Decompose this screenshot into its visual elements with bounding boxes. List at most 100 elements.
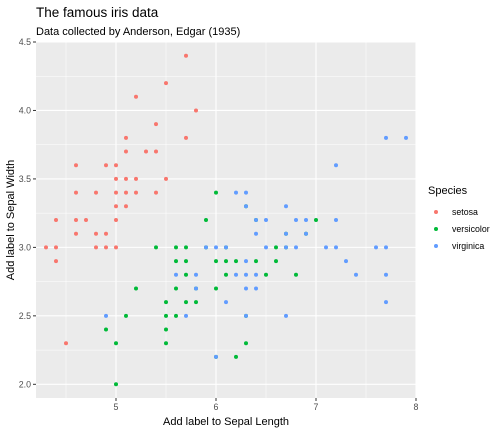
data-point-virginica [344,259,348,263]
data-point-versicolor [114,341,118,345]
data-point-virginica [234,273,238,277]
data-point-virginica [194,273,198,277]
data-point-versicolor [194,300,198,304]
data-point-versicolor [294,273,298,277]
data-point-setosa [184,54,188,58]
data-point-virginica [304,232,308,236]
data-point-virginica [184,314,188,318]
data-point-setosa [164,177,168,181]
data-point-virginica [324,245,328,249]
data-point-setosa [194,108,198,112]
data-point-virginica [404,136,408,140]
data-point-versicolor [234,259,238,263]
y-tick-label: 2.0 [19,379,31,389]
data-point-setosa [124,177,128,181]
data-point-virginica [244,191,248,195]
x-tick-label: 8 [414,402,419,412]
data-point-versicolor [214,191,218,195]
data-point-virginica [224,245,228,249]
data-point-setosa [184,136,188,140]
data-point-virginica [354,273,358,277]
x-tick-label: 7 [314,402,319,412]
data-point-virginica [204,245,208,249]
data-point-versicolor [184,259,188,263]
data-point-virginica [284,245,288,249]
data-point-versicolor [254,259,258,263]
data-point-setosa [154,122,158,126]
data-point-versicolor [264,273,268,277]
data-point-virginica [374,245,378,249]
data-point-versicolor [274,259,278,263]
y-tick-label: 2.5 [19,311,31,321]
data-point-virginica [334,163,338,167]
data-point-versicolor [214,259,218,263]
data-point-setosa [74,191,78,195]
data-point-versicolor [184,245,188,249]
data-point-setosa [124,191,128,195]
data-point-setosa [114,177,118,181]
data-point-setosa [144,150,148,154]
data-point-versicolor [224,259,228,263]
data-point-setosa [54,259,58,263]
data-point-virginica [334,218,338,222]
data-point-virginica [244,286,248,290]
data-point-setosa [74,218,78,222]
data-point-setosa [104,232,108,236]
data-point-versicolor [184,300,188,304]
data-point-setosa [134,95,138,99]
data-point-virginica [254,218,258,222]
data-point-setosa [54,218,58,222]
data-point-virginica [254,232,258,236]
data-point-setosa [74,163,78,167]
data-point-setosa [114,218,118,222]
data-point-versicolor [164,328,168,332]
legend-label-setosa: setosa [452,207,478,217]
data-point-virginica [384,136,388,140]
chart-title: The famous iris data [36,5,159,20]
data-point-versicolor [154,245,158,249]
data-point-versicolor [114,382,118,386]
data-point-virginica [224,300,228,304]
data-point-virginica [244,259,248,263]
legend: Species setosa versicolor virginica [428,185,490,251]
legend-title: Species [428,185,468,197]
legend-key-versicolor [434,227,438,231]
data-point-virginica [244,204,248,208]
data-point-virginica [174,273,178,277]
data-point-versicolor [204,218,208,222]
data-point-virginica [244,273,248,277]
data-point-setosa [54,245,58,249]
data-point-virginica [294,218,298,222]
data-point-virginica [284,232,288,236]
data-point-virginica [284,204,288,208]
data-point-virginica [384,273,388,277]
data-point-setosa [104,245,108,249]
data-point-virginica [384,300,388,304]
y-axis-label: Add label to Sepal Width [5,160,17,280]
data-point-virginica [304,218,308,222]
data-point-virginica [244,314,248,318]
data-point-setosa [104,163,108,167]
data-point-virginica [384,245,388,249]
y-tick-label: 3.5 [19,174,31,184]
data-point-versicolor [234,355,238,359]
data-point-virginica [214,355,218,359]
data-point-versicolor [164,314,168,318]
y-axis-ticks: 2.0 2.5 3.0 3.5 4.0 4.5 [19,37,36,389]
data-point-virginica [194,286,198,290]
data-point-setosa [74,232,78,236]
data-point-virginica [214,245,218,249]
data-point-versicolor [124,314,128,318]
plot-panel [36,42,416,398]
x-axis-ticks: 5 6 7 8 [114,398,419,412]
data-point-setosa [64,341,68,345]
legend-label-virginica: virginica [452,241,484,251]
data-point-virginica [234,191,238,195]
data-point-setosa [94,245,98,249]
data-point-versicolor [314,218,318,222]
data-point-versicolor [224,273,228,277]
legend-key-virginica [434,244,438,248]
data-point-virginica [254,273,258,277]
data-point-setosa [154,191,158,195]
